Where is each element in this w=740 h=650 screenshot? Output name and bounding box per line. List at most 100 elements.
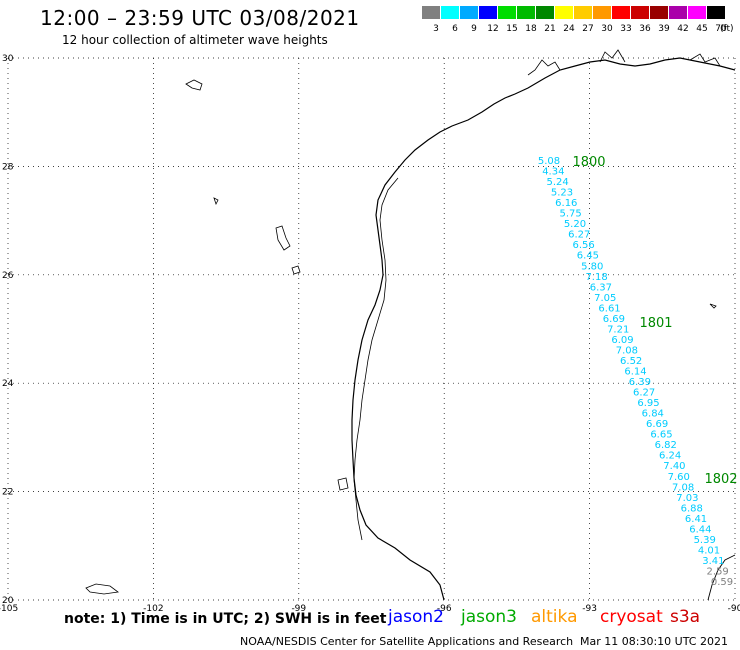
- footer-timestamp: Mar 11 08:30:10 UTC 2021: [580, 635, 728, 648]
- units-note: note: 1) Time is in UTC; 2) SWH is in fe…: [64, 611, 387, 627]
- lon-tick-label: -96: [437, 604, 452, 614]
- wave-height-value: 6.16: [555, 198, 577, 209]
- island-7: [709, 303, 717, 309]
- wave-height-value: 4.34: [542, 167, 564, 178]
- legend-label: 6: [452, 24, 458, 34]
- legend-label: 24: [563, 24, 575, 34]
- legend-swatch: [536, 6, 554, 19]
- satellite-name: jason3: [461, 607, 517, 627]
- wave-height-value: 7.21: [607, 324, 629, 335]
- legend-swatch: [460, 6, 478, 19]
- wave-height-value: 6.37: [590, 282, 612, 293]
- satellite-name: altika: [531, 607, 578, 627]
- island-6: [337, 477, 349, 491]
- wave-height-value: 5.20: [564, 219, 586, 230]
- wave-height-value: 6.61: [598, 303, 620, 314]
- wave-height-value: 6.95: [637, 398, 659, 409]
- wave-height-value: 5.24: [547, 177, 569, 188]
- legend-swatch: [650, 6, 668, 19]
- wave-height-value: 7.08: [672, 482, 694, 493]
- legend-label: 12: [487, 24, 498, 34]
- island-2: [85, 583, 120, 595]
- legend-label: 70: [715, 24, 727, 34]
- wave-height-value: 2.59: [707, 566, 729, 577]
- island-4: [291, 265, 301, 275]
- altimeter-track: 5.084.345.245.236.165.755.206.276.566.45…: [538, 155, 738, 588]
- wave-height-value: 6.14: [624, 367, 646, 378]
- track-time-label: 1800: [572, 155, 605, 170]
- wave-height-value: 6.69: [646, 419, 668, 430]
- wave-height-value: 6.52: [620, 356, 642, 367]
- legend-swatch: [707, 6, 725, 19]
- wave-height-value: 7.08: [616, 345, 638, 356]
- legend-label: 33: [620, 24, 631, 34]
- legend-label: 36: [639, 24, 651, 34]
- wave-height-value: 5.23: [551, 188, 573, 199]
- wave-height-value: 6.84: [642, 409, 664, 420]
- lon-tick-label: -102: [143, 604, 163, 614]
- wave-height-value: 6.09: [611, 335, 633, 346]
- wave-height-value: 6.41: [685, 514, 707, 525]
- footer-credit: NOAA/NESDIS Center for Satellite Applica…: [240, 635, 574, 648]
- legend-swatch: [593, 6, 611, 19]
- legend-swatch: [422, 6, 440, 19]
- lat-lon-grid: -105 -102 -99 -96 -93 -90 30 28 26 24 22 20: [0, 54, 740, 614]
- satellite-name: jason2: [388, 607, 444, 627]
- wave-height-value: 7.18: [585, 272, 607, 283]
- legend-swatch: [441, 6, 459, 19]
- wave-height-value: 0.59: [711, 577, 733, 588]
- satellite-name: s3a: [670, 607, 701, 627]
- wave-height-value: 6.27: [568, 230, 590, 241]
- island-5: [213, 197, 219, 206]
- track-time-label: 1801: [639, 316, 672, 331]
- wave-height-value: 7.40: [663, 461, 685, 472]
- legend-label: 42: [677, 24, 688, 34]
- legend-swatch: [574, 6, 592, 19]
- lat-tick-label: 26: [2, 271, 14, 281]
- legend-swatch: [631, 6, 649, 19]
- wave-height-value: 6.88: [681, 503, 703, 514]
- wave-height-value: 7.60: [668, 472, 690, 483]
- legend-swatch: [612, 6, 630, 19]
- legend-label: 3: [433, 24, 439, 34]
- track-time-label: 1802: [704, 472, 737, 487]
- lat-tick-label: 20: [2, 596, 14, 606]
- lon-tick-label: -105: [0, 604, 18, 614]
- wave-height-value: 5.08: [538, 156, 560, 167]
- wave-height-value: 5.75: [559, 209, 581, 220]
- legend-label: 39: [658, 24, 670, 34]
- wave-height-value: 6.56: [572, 240, 594, 251]
- wave-height-value: 6.69: [603, 314, 625, 325]
- page-subtitle: 12 hour collection of altimeter wave hei…: [62, 33, 328, 47]
- legend-label: 27: [582, 24, 593, 34]
- lat-tick-label: 24: [2, 379, 14, 389]
- legend-label: 30: [601, 24, 613, 34]
- wave-height-value: 3.41: [702, 556, 724, 567]
- wave-height-value: 6.27: [633, 388, 655, 399]
- lon-tick-label: -93: [582, 604, 597, 614]
- wave-height-value: 6.82: [655, 440, 677, 451]
- lon-tick-label: -90: [728, 604, 740, 614]
- wave-height-value: 4.01: [698, 545, 720, 556]
- legend-label: 18: [525, 24, 537, 34]
- legend-swatch: [669, 6, 687, 19]
- lat-tick-label: 28: [2, 162, 14, 172]
- legend-swatch: [479, 6, 497, 19]
- satellite-name: cryosat: [600, 607, 663, 627]
- wave-height-value: 5.80: [581, 261, 603, 272]
- wave-height-value: 6.39: [629, 377, 651, 388]
- yucatan-coast: [707, 554, 736, 601]
- wave-height-value: 6.45: [577, 251, 599, 262]
- color-legend: 3 6 9 12 15 18 21 24 27 30 33 36 39 42 45 70(ft): [422, 6, 734, 34]
- legend-label: 15: [506, 24, 517, 34]
- legend-swatch: [498, 6, 516, 19]
- island-1: [185, 79, 203, 91]
- lat-tick-label: 22: [2, 488, 13, 498]
- legend-swatch: [688, 6, 706, 19]
- legend-unit: (ft): [720, 24, 734, 34]
- wave-height-value: 6.44: [689, 524, 711, 535]
- legend-swatch: [555, 6, 573, 19]
- gulf-coast-line: [351, 57, 736, 601]
- wave-height-value: 5.39: [694, 535, 716, 546]
